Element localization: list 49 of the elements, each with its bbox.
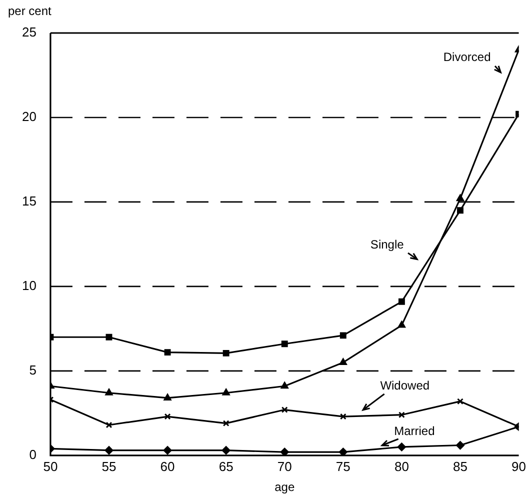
point	[106, 422, 112, 428]
point	[105, 388, 113, 396]
point	[397, 442, 406, 452]
point	[104, 446, 114, 455]
y-tick-label: 20	[22, 109, 36, 124]
y-tick-label: 5	[29, 362, 36, 378]
x-tick-label: 55	[102, 458, 116, 474]
point	[398, 298, 405, 305]
point	[340, 332, 346, 339]
point	[456, 194, 464, 202]
y-tick-label: 15	[22, 194, 36, 209]
x-tick-label: 50	[43, 458, 58, 474]
point	[457, 398, 464, 405]
x-tick-label: 80	[394, 458, 409, 474]
point	[281, 340, 288, 348]
point	[398, 321, 406, 328]
point	[163, 446, 172, 455]
series-label: Married	[394, 424, 435, 438]
point	[280, 448, 289, 456]
point	[340, 413, 346, 420]
point	[398, 412, 405, 418]
point	[456, 441, 464, 450]
x-tick-label: 85	[452, 458, 468, 474]
point	[281, 406, 288, 414]
point	[222, 350, 230, 356]
x-tick-label: 60	[160, 458, 175, 474]
point	[106, 334, 112, 340]
point	[222, 420, 230, 427]
point	[164, 413, 171, 420]
x-tick-label: 75	[336, 458, 350, 474]
point	[339, 358, 347, 365]
x-axis-title: age	[274, 480, 295, 494]
point	[164, 349, 171, 356]
y-tick-label: 10	[22, 278, 36, 294]
point	[338, 448, 348, 456]
series-label: Divorced	[443, 50, 491, 64]
point	[457, 207, 464, 214]
y-axis-title: per cent	[8, 4, 52, 18]
series-label: Widowed	[380, 378, 430, 393]
point	[222, 446, 230, 455]
point	[222, 388, 230, 396]
text: Single	[370, 237, 404, 252]
x-tick-label: 70	[277, 458, 292, 474]
x-tick-label: 90	[512, 458, 526, 474]
y-tick-label: 25	[22, 24, 36, 40]
point	[280, 382, 288, 389]
y-tick-label: 0	[29, 446, 36, 462]
x-tick-label: 65	[218, 458, 234, 474]
point	[164, 394, 172, 400]
